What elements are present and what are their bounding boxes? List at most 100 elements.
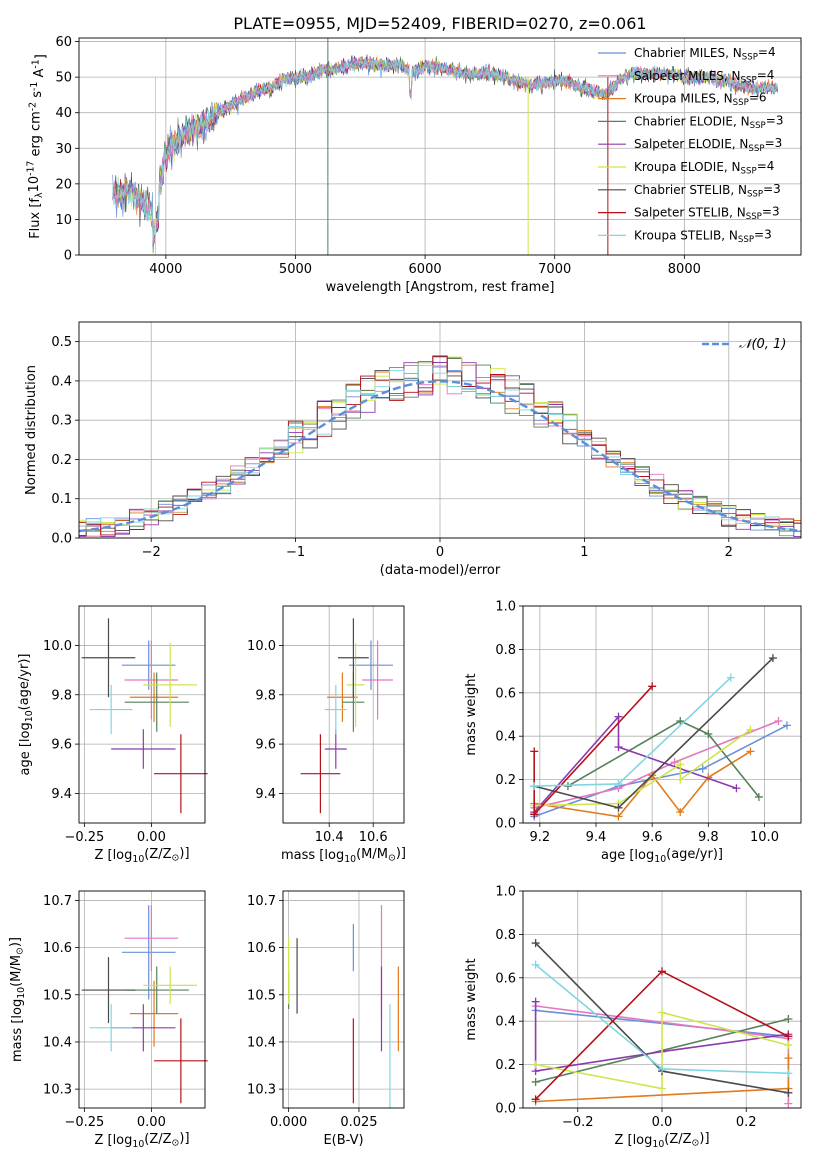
spectrum-line [112,55,778,246]
y-tick-label: 10.5 [247,988,276,1003]
histogram-step [79,362,801,537]
y-tick-label: 0.4 [495,730,516,745]
legend-label: Salpeter MILES, NSSP​=4 [634,68,774,86]
x-tick-label: 10.6 [359,830,388,845]
legend-label: Kroupa STELIB, NSSP​=3 [634,227,772,245]
axes-frame [78,890,206,1109]
data-point-marker [704,730,713,739]
legend-label: Salpeter ELODIE, NSSP​=3 [634,136,782,154]
y-tick-label: 9.6 [51,738,72,753]
y-tick-label: 0.1 [51,492,72,507]
x-tick-label: 7000 [538,262,571,277]
data-point-marker [531,939,540,948]
data-point-marker [530,747,539,756]
series-line [534,1001,789,1073]
y-tick-label: 0.8 [495,928,516,943]
y-tick-label: 10.6 [247,941,276,956]
y-tick-label: 30 [55,142,72,157]
x-tick-label: 6000 [409,262,442,277]
series-line [533,724,788,818]
x-tick-label: 10.4 [315,830,344,845]
x-tick-label: 0.2 [736,1115,757,1130]
legend-spectrum: Chabrier MILES, NSSP​=4 Salpeter MILES, N… [598,45,783,245]
chart-panel-8: −0.2 0.0 0.2 0.0 0.2 0.4 0.6 0.8 1.0 Z [log10​(Z/… [464,885,802,1150]
y-tick-label: 1.0 [495,600,516,615]
data-point-marker [531,960,540,969]
y-tick-label: 0.8 [495,643,516,658]
y-tick-label: 0.4 [51,374,72,389]
x-tick-label: 4000 [149,262,182,277]
data-point-marker [784,1032,793,1041]
data-point-marker [746,725,755,734]
x-tick-label: −0.25 [64,830,104,845]
axes-frame [282,890,405,1109]
y-tick-label: 10.0 [43,639,72,654]
y-tick-label: 0.0 [51,532,72,547]
data-point-marker [563,782,572,791]
y-tick-label: 10.7 [43,894,72,909]
data-point-marker [614,803,623,812]
data-point-marker [698,764,707,773]
x-tick-label: −0.2 [562,1115,594,1130]
x-tick-label: −0.25 [64,1115,104,1130]
chart-panel-4: 10.4 10.6 9.4 9.6 9.8 10.0 mass [log10​(M/M⊙​)… [247,605,406,865]
series-line [534,720,779,809]
x-axis-label: (data-model)/error [380,563,501,578]
legend-label: Kroupa ELODIE, NSSP​=4 [634,159,774,177]
x-axis-label: Z [log10​(Z/Z⊙​)] [614,1131,709,1150]
histogram-step [79,365,801,532]
x-tick-label: 1 [580,545,588,560]
y-tick-label: 0.2 [51,453,72,468]
data-point-marker [614,743,623,752]
x-tick-label: 5000 [279,262,312,277]
y-tick-label: 10 [55,213,72,228]
chart-panel-3: −0.25 0.00 9.4 9.6 9.8 10.0 Z [log10​(Z/Z⊙​)] a… [17,605,208,865]
y-tick-label: 10.0 [247,639,276,654]
data-point-marker [676,760,685,769]
x-axis-label: E(B-V) [323,1133,363,1148]
y-axis-label: mass weight [464,958,479,1040]
x-tick-label: 9.6 [642,830,663,845]
y-tick-label: 0.2 [495,773,516,788]
x-tick-label: 0.00 [137,1115,166,1130]
data-point-marker [746,747,755,756]
y-tick-label: 0.4 [495,1015,516,1030]
y-tick-label: 50 [55,71,72,86]
axes-frame [282,605,405,824]
y-axis-label: mass weight [464,673,479,755]
data-point-marker [768,654,777,663]
data-point-marker [531,1060,540,1069]
y-tick-label: 0.5 [51,335,72,350]
data-point-marker [784,1069,793,1078]
y-tick-label: 0.2 [495,1058,516,1073]
chart-panel-2: −2 −1 0 1 2 0.0 0.1 0.2 0.3 0.4 0.5 (data-model)/er… [24,321,802,578]
x-tick-label: −2 [142,545,161,560]
data-point-marker [530,810,539,819]
chart-title: PLATE=0955, MJD=52409, FIBERID=0270, z=0… [233,14,646,33]
y-tick-label: 10.4 [43,1035,72,1050]
y-tick-label: 40 [55,106,72,121]
axes-frame [78,37,802,256]
spectrum-line [112,56,778,244]
y-tick-label: 0 [64,249,72,264]
data-point-marker [784,1088,793,1097]
y-tick-label: 1.0 [495,885,516,900]
data-point-marker [670,758,679,767]
data-point-marker [784,1041,793,1050]
data-point-marker [614,712,623,721]
data-point-marker [784,1099,793,1108]
y-tick-label: 10.4 [247,1035,276,1050]
x-tick-label: 9.4 [586,830,607,845]
axes-frame [522,605,802,824]
x-tick-label: 8000 [668,262,701,277]
x-tick-label: −1 [286,545,305,560]
data-point-marker [531,1095,540,1104]
data-point-marker [648,682,657,691]
data-point-marker [614,812,623,821]
y-tick-label: 9.6 [255,738,276,753]
y-tick-label: 9.4 [255,787,276,802]
y-axis-label: mass [log10​(M/M⊙​)] [8,937,27,1062]
legend-label: Kroupa MILES, NSSP​=6 [634,91,767,109]
y-tick-label: 0.6 [495,971,516,986]
